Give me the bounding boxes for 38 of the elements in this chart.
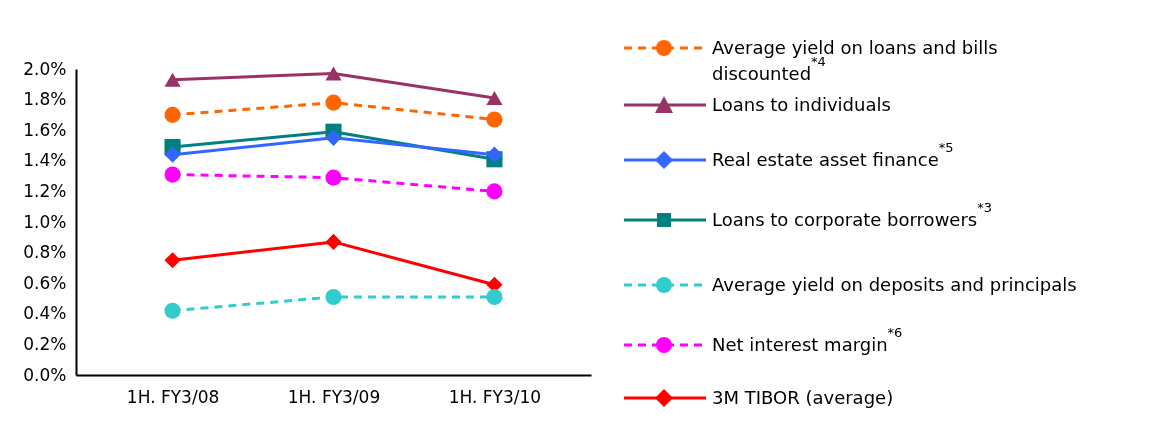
x-tick-label: 1H. FY3/08 [126,386,220,407]
legend-label: Real estate asset finance$^{*5}$ [712,140,955,172]
point [486,91,503,106]
x-tick-label: 1H. FY3/09 [287,386,381,407]
point [325,169,342,186]
y-tick-label: 1.8% [23,89,67,110]
point [325,129,342,146]
point [325,94,342,111]
point [325,288,342,306]
point [486,146,503,163]
legend-label: Average yield on loans and bills discounted$^{*4}$ [712,36,999,86]
point [486,288,503,306]
point [486,183,503,200]
y-tick-label: 1.0% [23,211,67,232]
point [164,72,181,87]
point [164,302,181,319]
legend-label: Average yield on deposits and principals [712,273,1078,297]
point [325,66,342,81]
y-tick-label: 1.2% [23,180,67,201]
point [486,111,503,128]
point [164,146,181,163]
y-tick-label: 0.0% [23,364,67,385]
point [164,166,181,183]
y-tick-label: 0.6% [23,272,67,293]
y-tick-label: 0.8% [23,242,67,263]
y-tick-label: 1.4% [23,150,67,171]
y-tick-label: 0.4% [23,303,67,324]
legend-label: Net interest margin$^{*6}$ [712,325,904,357]
y-tick-label: 0.2% [23,333,67,354]
legend-label: Loans to individuals [712,93,892,117]
x-tick-label: 1H. FY3/10 [448,386,542,407]
y-tick-label: 2.0% [23,58,67,79]
y-tick-label: 1.6% [23,119,67,140]
point [325,233,342,250]
point [164,252,181,269]
legend-label: 3M TIBOR (average) [712,386,895,410]
legend-label: Loans to corporate borrowers$^{*3}$ [712,200,993,232]
point [164,106,181,123]
